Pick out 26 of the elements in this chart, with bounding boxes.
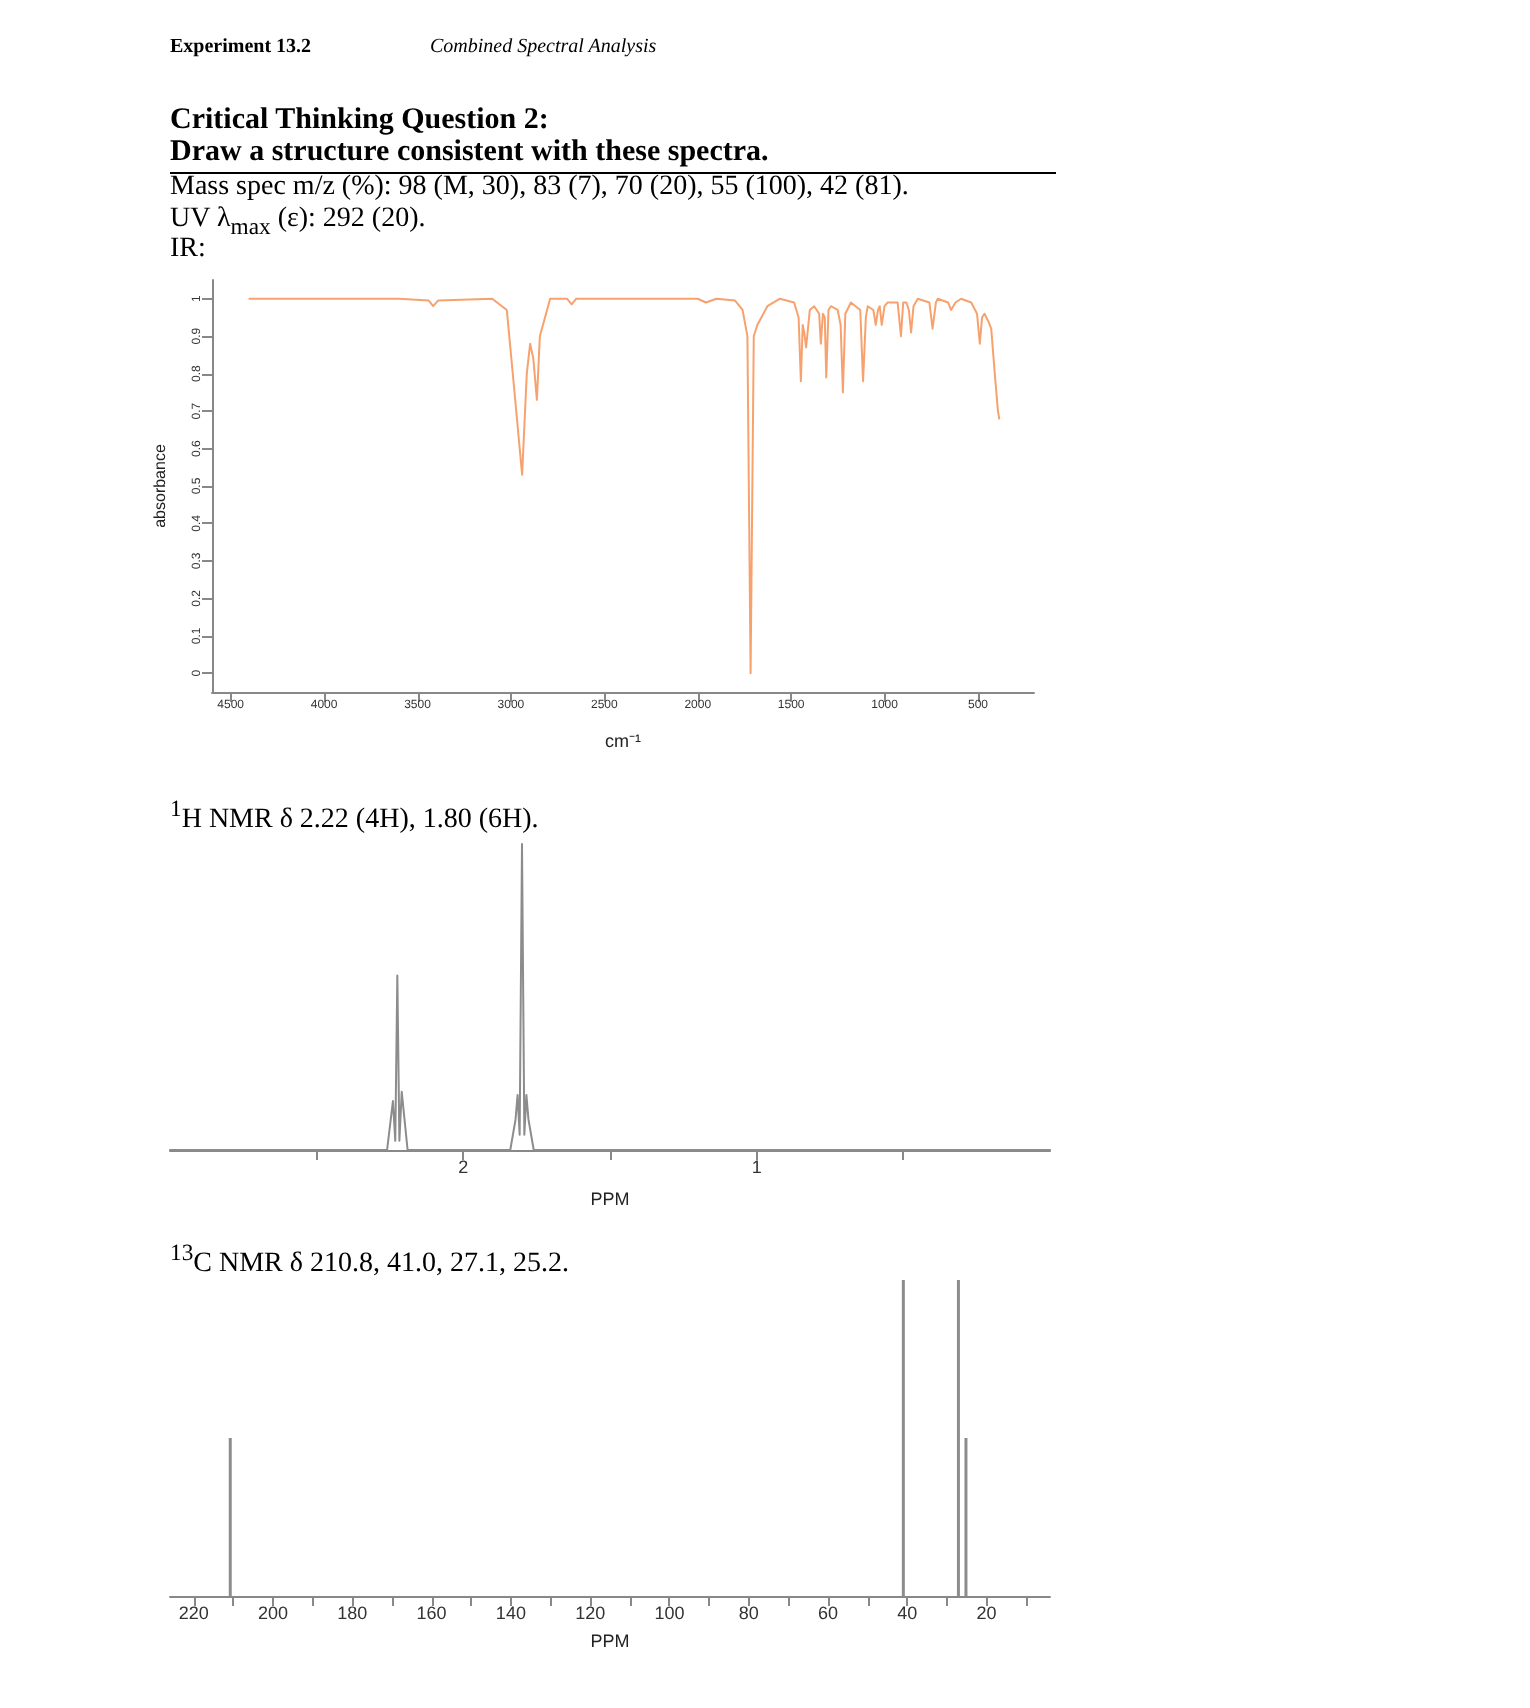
x-tick-label: 180 — [337, 1603, 368, 1623]
x-tick-label: 160 — [416, 1603, 447, 1623]
x-tick-label: 100 — [654, 1603, 685, 1623]
y-axis-title: absorbance — [151, 443, 169, 528]
x-axis-title: cm⁻¹ — [605, 731, 641, 751]
x-axis-title: PPM — [590, 1630, 630, 1651]
text: IR: — [170, 234, 206, 266]
text: Experiment 13.2 — [170, 36, 312, 58]
x-tick-label: 220 — [178, 1603, 209, 1623]
x-tick-label: 20 — [976, 1603, 997, 1623]
x-tick-label: 120 — [575, 1603, 606, 1623]
x-tick-label: 2 — [458, 1157, 469, 1177]
chart-title: $^{1}$H NMR δ 2.22 (4H), 1.80 (6H). — [170, 796, 539, 838]
text: Combined Spectral Analysis — [430, 36, 657, 58]
chart-subtitle: Draw a structure consistent with these spectra. — [170, 136, 1056, 174]
text: Mass spec m/z (%): 98 (M, 30), 83 (7), 70 (20), 55 (100), 42 (81). — [170, 172, 909, 204]
chart-title: $^{13}$C NMR δ 210.8, 41.0, 27.1, 25.2. — [170, 1240, 569, 1282]
x-tick-label: 80 — [738, 1603, 759, 1623]
x-tick-label: 200 — [258, 1603, 289, 1623]
chart-title: Critical Thinking Question 2: — [170, 104, 549, 138]
text: UV λ$_{max}$ (ε): 292 (20). — [170, 204, 426, 240]
x-axis-title: PPM — [590, 1189, 630, 1209]
x-tick-label: 40 — [897, 1603, 918, 1623]
line-series — [248, 297, 1001, 675]
x-tick-label: 60 — [818, 1603, 839, 1623]
x-tick-label: 140 — [495, 1603, 526, 1623]
